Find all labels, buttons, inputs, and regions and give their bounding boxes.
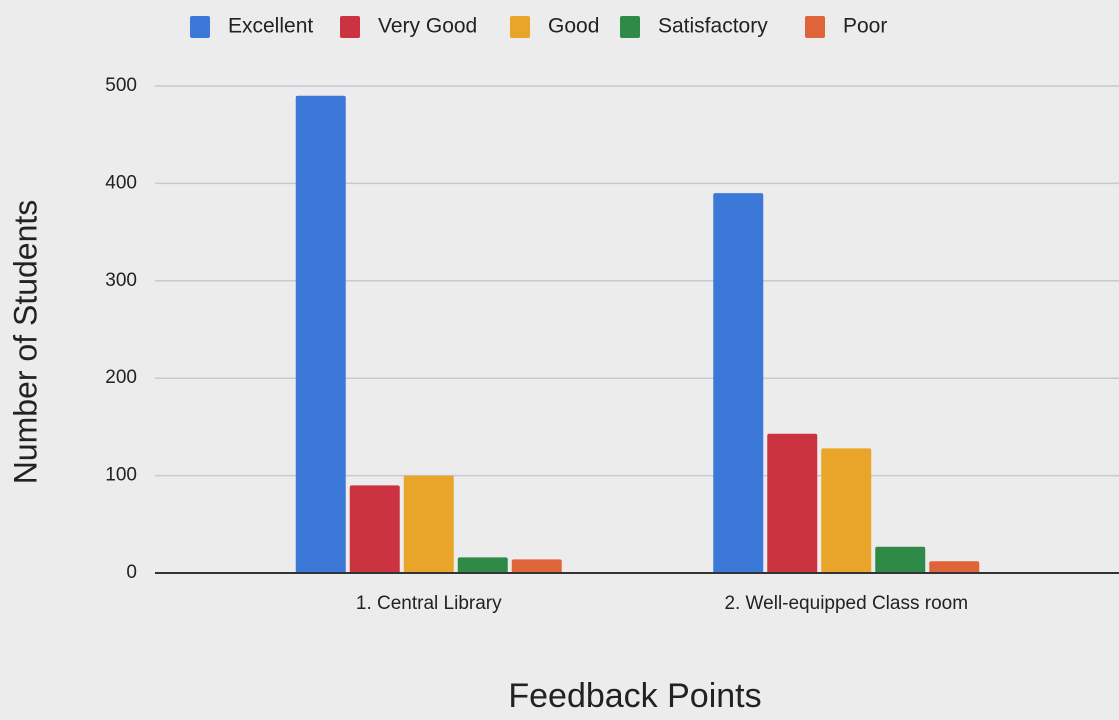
y-tick-label: 0 <box>126 562 137 583</box>
legend-label: Very Good <box>378 15 477 38</box>
legend-swatch <box>190 16 210 38</box>
legend-swatch <box>805 16 825 38</box>
y-tick-label: 100 <box>105 465 137 486</box>
y-tick-label: 500 <box>105 75 137 96</box>
bar <box>713 193 764 573</box>
legend-label: Good <box>548 15 599 38</box>
legend-label: Poor <box>843 15 887 38</box>
x-axis-title: Feedback Points <box>508 677 761 715</box>
legend-swatch <box>510 16 530 38</box>
y-axis-title: Number of Students <box>7 200 43 485</box>
bar <box>875 546 926 573</box>
y-tick-label: 200 <box>105 367 137 388</box>
x-tick-label: 2. Well-equipped Class room <box>724 593 968 614</box>
bar <box>821 448 872 573</box>
bar <box>403 475 454 573</box>
legend-label: Excellent <box>228 15 313 38</box>
legend-label: Satisfactory <box>658 15 768 38</box>
bar <box>349 485 400 573</box>
y-tick-label: 300 <box>105 270 137 291</box>
bar <box>457 557 508 573</box>
bar <box>767 433 818 573</box>
bar <box>295 95 346 574</box>
x-tick-label: 1. Central Library <box>356 593 502 614</box>
bar <box>929 561 980 573</box>
legend-swatch <box>620 16 640 38</box>
y-tick-label: 400 <box>105 172 137 193</box>
legend-swatch <box>340 16 360 38</box>
bar <box>511 559 562 573</box>
